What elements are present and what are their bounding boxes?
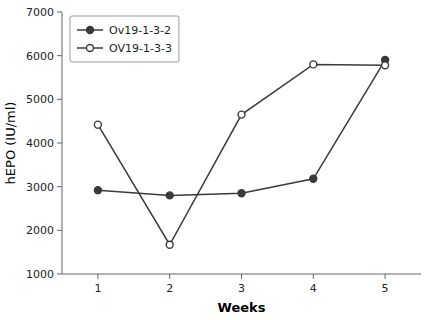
y-axis-label: hEPO (IU/ml) [3,102,18,185]
y-tick [57,143,62,144]
x-tick-label: 1 [94,282,101,295]
series-point [94,187,101,194]
series-point [310,175,317,182]
y-tick [57,274,62,275]
series-point [166,192,173,199]
series-point [310,61,317,68]
x-tick-label: 3 [238,282,245,295]
series-line [98,60,385,195]
y-tick-label: 7000 [26,6,54,19]
x-tick-label: 4 [310,282,317,295]
series-point [166,241,173,248]
legend: Ov19-1-3-2 OV19-1-3-3 [70,16,179,62]
series-point [94,121,101,128]
series-point [238,190,245,197]
y-tick [57,99,62,100]
x-tick [97,274,98,279]
y-tick [57,55,62,56]
series-point [238,111,245,118]
y-tick-label: 1000 [26,268,54,281]
legend-swatch-marker [87,45,94,52]
x-tick [241,274,242,279]
legend-label: OV19-1-3-3 [109,42,172,55]
plot-area [94,57,388,249]
x-tick [169,274,170,279]
series-line [98,64,385,244]
y-tick-label: 5000 [26,93,54,106]
series-point [382,62,389,69]
y-tick-label: 3000 [26,181,54,194]
chart: 1 2 3 4 5 1000 2000 3000 4000 5000 6000 7000 Weeks hE… [0,0,437,320]
legend-label: Ov19-1-3-2 [109,24,171,37]
y-tick [57,186,62,187]
y-tick [57,12,62,13]
x-tick [385,274,386,279]
x-tick-label: 5 [382,282,389,295]
y-tick [57,230,62,231]
legend-box [70,16,179,62]
x-tick-label: 2 [166,282,173,295]
x-tick [313,274,314,279]
y-tick-label: 6000 [26,50,54,63]
y-tick-label: 2000 [26,224,54,237]
legend-swatch-marker [87,27,94,34]
x-axis-label: Weeks [218,300,266,315]
y-tick-label: 4000 [26,137,54,150]
